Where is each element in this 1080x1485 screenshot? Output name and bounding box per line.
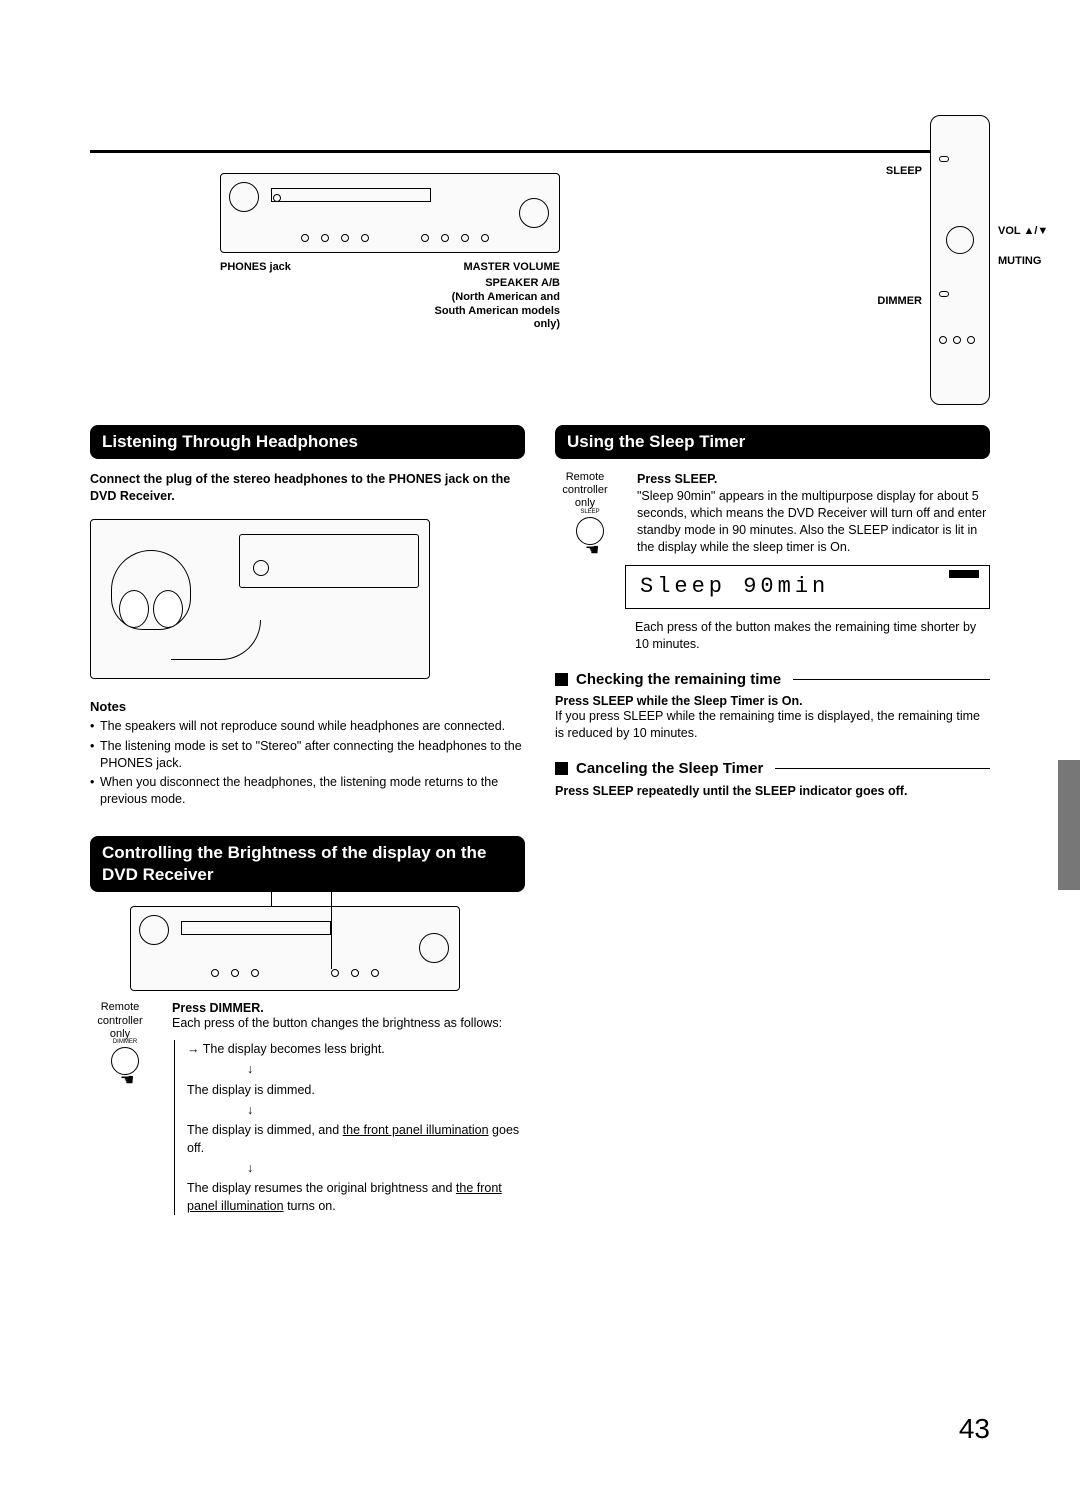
hand-icon: ☚ [585, 540, 599, 560]
remote-sleep-label: SLEEP [886, 165, 922, 177]
check-bold: Press SLEEP while the Sleep Timer is On. [555, 694, 990, 708]
each-press-dimmer: Each press of the button changes the bri… [172, 1015, 525, 1032]
hand-icon: ☚ [120, 1070, 134, 1090]
sleep-title: Using the Sleep Timer [555, 425, 990, 459]
remote-muting-label: MUTING [998, 255, 1041, 267]
receiver-illustration [220, 173, 560, 253]
check-heading-row: Checking the remaining time [555, 671, 990, 688]
note-item: The speakers will not reproduce sound wh… [90, 718, 525, 735]
press-sleep: Press SLEEP. [637, 471, 990, 488]
check-heading: Checking the remaining time [576, 671, 781, 688]
phones-jack-label: PHONES jack [220, 261, 291, 273]
remote-only-label-sleep: Remote controller only [555, 471, 615, 511]
headphones-title: Listening Through Headphones [90, 425, 525, 459]
square-icon [555, 673, 568, 686]
sleep-display: Sleep 90min [625, 565, 990, 609]
check-body: If you press SLEEP while the remaining t… [555, 708, 990, 742]
dimmer-button-icon: DIMMER ☚ [111, 1047, 139, 1075]
note-item: The listening mode is set to "Stereo" af… [90, 738, 525, 772]
headphones-intro: Connect the plug of the stereo headphone… [90, 471, 525, 505]
notes-list: The speakers will not reproduce sound wh… [90, 718, 525, 808]
side-tab [1058, 760, 1080, 890]
right-column: Using the Sleep Timer Remote controller … [555, 425, 990, 1217]
left-column: Listening Through Headphones Connect the… [90, 425, 525, 1217]
press-dimmer: Press DIMMER. [172, 1001, 525, 1015]
cancel-heading: Canceling the Sleep Timer [576, 760, 763, 777]
receiver-diagram: PHONES jack MASTER VOLUME SPEAKER A/B (N… [220, 173, 560, 405]
remote-illustration [930, 115, 990, 405]
brightness-title: Controlling the Brightness of the displa… [90, 836, 525, 892]
remote-diagram: SLEEP DIMMER VOL ▲/▼ MUTING [930, 115, 990, 405]
master-volume-label: MASTER VOLUME [463, 261, 560, 273]
top-diagram-area: PHONES jack MASTER VOLUME SPEAKER A/B (N… [90, 153, 990, 405]
cancel-heading-row: Canceling the Sleep Timer [555, 760, 990, 777]
square-icon [555, 762, 568, 775]
note-item: When you disconnect the headphones, the … [90, 774, 525, 808]
remote-dimmer-label: DIMMER [877, 295, 922, 307]
sleep-desc: "Sleep 90min" appears in the multipurpos… [637, 488, 990, 556]
page-number: 43 [959, 1413, 990, 1445]
cancel-bold: Press SLEEP repeatedly until the SLEEP i… [555, 783, 990, 800]
sleep-each-press: Each press of the button makes the remai… [635, 619, 990, 653]
brightness-illustration [130, 906, 460, 991]
notes-title: Notes [90, 699, 525, 714]
speaker-ab-note: (North American and South American model… [430, 291, 560, 332]
speaker-ab-label: SPEAKER A/B [220, 277, 560, 291]
remote-only-label: Remote controller only [90, 1001, 150, 1041]
brightness-flow: → The display becomes less bright. ↓ The… [174, 1040, 525, 1215]
headphones-illustration [90, 519, 430, 679]
sleep-button-icon: SLEEP ☚ [576, 517, 604, 545]
remote-vol-label: VOL ▲/▼ [998, 225, 1048, 237]
